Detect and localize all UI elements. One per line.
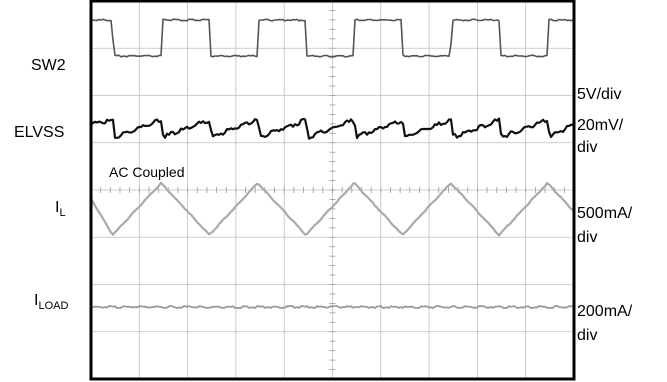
channel-label-sw2: SW2 [31, 57, 66, 74]
trace-elvss [90, 117, 574, 140]
scale-label-il: 500mA/ div [577, 205, 637, 246]
channel-label-iload: ILOAD [34, 292, 68, 312]
channel-label-il: IL [55, 199, 66, 219]
plot-frame [89, 0, 576, 381]
trace-il [90, 181, 574, 237]
scale-label-elvss: 20mV/ div [577, 117, 628, 156]
scale-label-iload: 200mA/ div [577, 303, 637, 344]
ac-coupled-annotation: AC Coupled [109, 164, 185, 180]
trace-sw2 [91, 18, 574, 58]
channel-label-elvss: ELVSS [14, 124, 64, 141]
scale-label-sw2: 5V/div [577, 86, 621, 103]
traces [90, 18, 574, 309]
trace-iload [91, 305, 574, 309]
grid [90, 0, 575, 380]
